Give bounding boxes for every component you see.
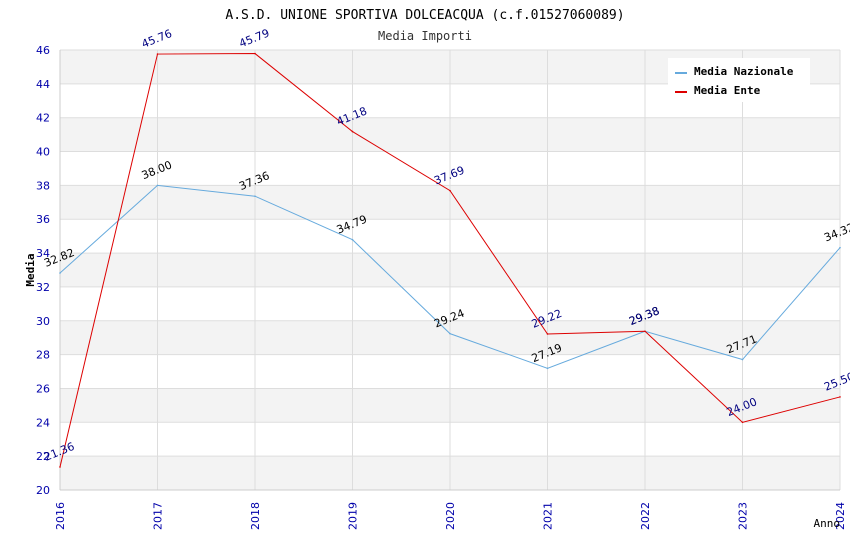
y-tick-label: 20: [36, 484, 50, 497]
y-axis-label: Media: [24, 253, 37, 286]
data-point: [644, 330, 646, 333]
legend-label-media-nazionale: Media Nazionale: [694, 65, 794, 78]
data-label: 45.79: [237, 26, 271, 50]
data-label: 37.69: [432, 164, 466, 188]
data-point: [59, 466, 61, 468]
y-tick-label: 46: [36, 44, 50, 57]
y-tick-label: 34: [36, 247, 50, 260]
data-point: [156, 53, 159, 55]
data-point: [546, 333, 549, 335]
x-tick-label: 2018: [249, 502, 262, 530]
x-tick-label: 2019: [347, 502, 360, 530]
legend: Media Nazionale Media Ente: [668, 58, 810, 102]
chart-title: A.S.D. UNIONE SPORTIVA DOLCEACQUA (c.f.0…: [225, 8, 624, 23]
data-point: [449, 332, 451, 335]
y-tick-labels: 20 22 24 26 28 30 32 34 36 38 40 42 44 46: [36, 44, 50, 497]
y-tick-label: 30: [36, 315, 50, 328]
y-tick-label: 44: [36, 78, 50, 91]
x-tick-label: 2024: [834, 502, 847, 530]
x-tick-label: 2022: [639, 502, 652, 530]
x-tick-label: 2021: [542, 502, 555, 530]
data-label: 45.76: [140, 27, 174, 51]
data-point: [59, 272, 61, 274]
data-point: [351, 130, 354, 133]
x-axis-label: Anno: [814, 517, 841, 530]
data-point: [741, 358, 744, 361]
x-tick-label: 2023: [737, 502, 750, 530]
data-point: [741, 421, 744, 424]
legend-label-media-ente: Media Ente: [694, 84, 761, 97]
data-point: [546, 367, 549, 370]
data-point: [351, 238, 354, 241]
data-label: 34.32: [822, 221, 850, 245]
y-tick-label: 42: [36, 112, 50, 125]
data-point: [254, 195, 256, 198]
y-tick-label: 38: [36, 179, 50, 192]
y-tick-label: 40: [36, 146, 50, 159]
data-point: [839, 246, 841, 249]
legend-box: [668, 58, 810, 102]
y-tick-label: 36: [36, 213, 50, 226]
x-tick-labels: 2016 2017 2018 2019 2020 2021 2022 2023 2024: [54, 502, 847, 530]
y-tick-label: 32: [36, 281, 50, 294]
chart-subtitle: Media Importi: [378, 29, 472, 43]
x-tick-label: 2017: [152, 502, 165, 530]
y-tick-label: 28: [36, 349, 50, 362]
y-tick-label: 22: [36, 450, 50, 463]
data-point: [254, 52, 256, 55]
series-lines: [59, 52, 841, 468]
x-tick-label: 2016: [54, 502, 67, 530]
data-point: [839, 396, 841, 398]
y-tick-label: 26: [36, 382, 50, 395]
data-point: [156, 184, 159, 187]
x-tick-label: 2020: [444, 502, 457, 530]
y-tick-label: 24: [36, 416, 50, 429]
data-point: [449, 189, 451, 192]
data-label: 38.00: [140, 158, 174, 182]
